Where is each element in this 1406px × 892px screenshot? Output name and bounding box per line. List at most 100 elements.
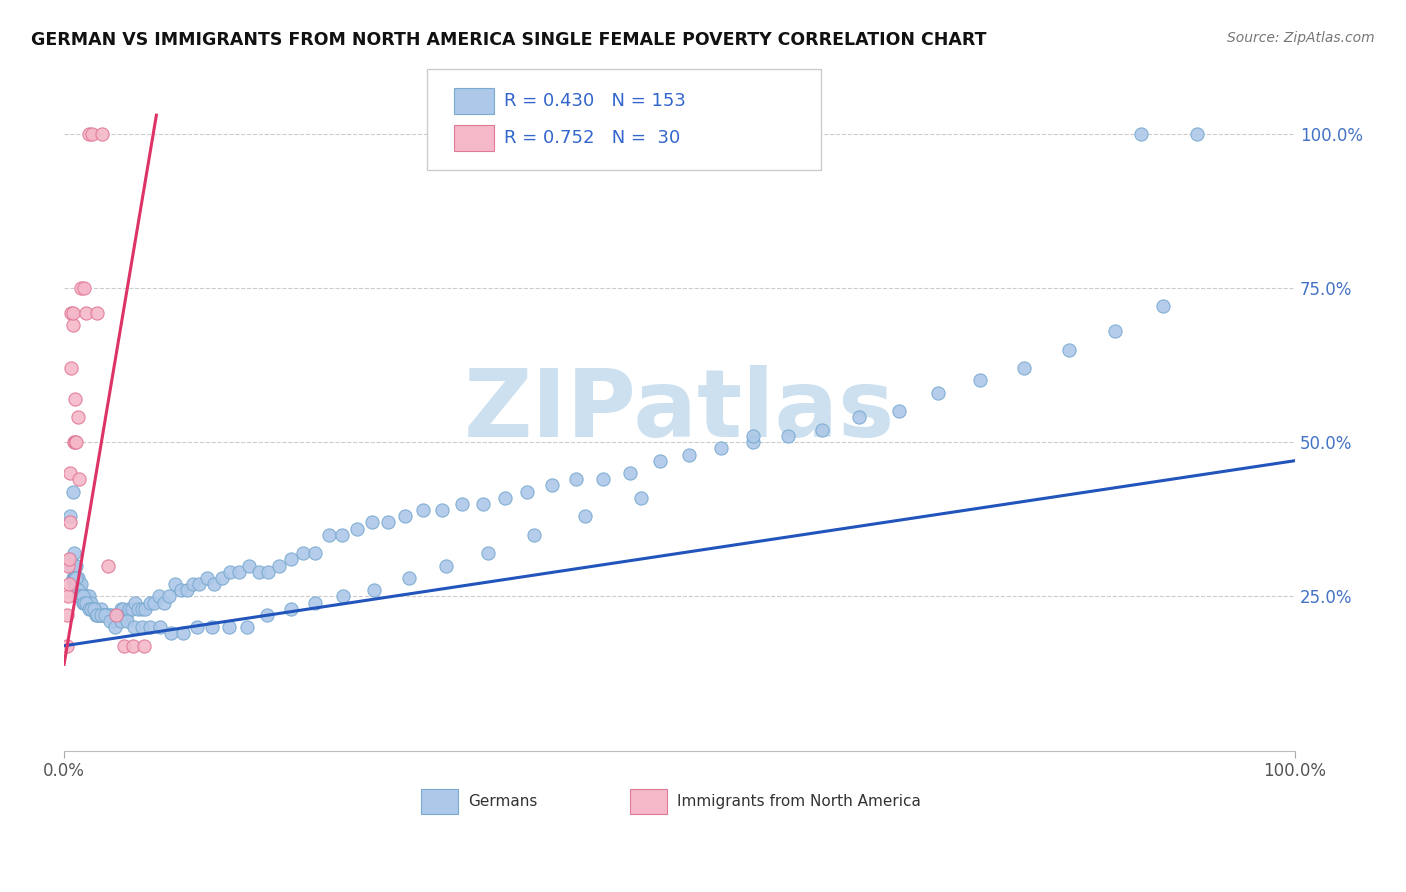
Point: [90, 601, 112, 615]
Point: [69, 590, 91, 604]
Point: [304, 596, 326, 610]
Point: [63, 577, 86, 591]
FancyBboxPatch shape: [630, 789, 668, 814]
Point: [332, 590, 354, 604]
Point: [398, 571, 420, 585]
Point: [157, 590, 180, 604]
Point: [73, 596, 96, 610]
FancyBboxPatch shape: [427, 69, 821, 170]
Point: [67, 472, 90, 486]
Point: [186, 620, 208, 634]
Point: [77, 601, 100, 615]
Point: [59, 466, 82, 480]
Point: [104, 607, 127, 622]
Point: [450, 497, 472, 511]
Point: [131, 601, 153, 615]
Point: [60, 361, 83, 376]
Point: [59, 516, 82, 530]
Text: R = 0.430   N = 153: R = 0.430 N = 153: [503, 92, 685, 110]
Point: [257, 565, 280, 579]
Point: [516, 484, 538, 499]
Point: [1130, 127, 1153, 141]
Point: [776, 429, 799, 443]
Point: [377, 516, 399, 530]
Point: [62, 305, 84, 319]
Point: [318, 527, 340, 541]
Point: [75, 596, 97, 610]
Point: [1185, 127, 1208, 141]
Point: [139, 620, 162, 634]
Point: [59, 509, 82, 524]
Point: [66, 410, 89, 425]
Point: [93, 607, 115, 622]
Point: [60, 558, 83, 573]
Point: [86, 607, 108, 622]
Text: ZIPatlas: ZIPatlas: [464, 366, 896, 458]
Point: [114, 607, 136, 622]
Point: [73, 590, 96, 604]
Point: [72, 590, 94, 604]
Point: [112, 639, 135, 653]
Point: [494, 491, 516, 505]
Point: [118, 601, 141, 615]
FancyBboxPatch shape: [454, 125, 494, 151]
Point: [218, 620, 240, 634]
Point: [90, 607, 112, 622]
Point: [62, 484, 84, 499]
Text: Source: ZipAtlas.com: Source: ZipAtlas.com: [1227, 31, 1375, 45]
Point: [201, 620, 224, 634]
Point: [55, 607, 77, 622]
Point: [346, 522, 368, 536]
Point: [430, 503, 453, 517]
Point: [228, 565, 250, 579]
FancyBboxPatch shape: [420, 789, 458, 814]
Point: [1104, 324, 1126, 338]
Point: [73, 590, 96, 604]
Point: [330, 527, 353, 541]
Text: Immigrants from North America: Immigrants from North America: [678, 794, 921, 809]
Point: [471, 497, 494, 511]
Point: [80, 596, 103, 610]
Point: [1057, 343, 1080, 357]
Point: [96, 607, 118, 622]
Point: [62, 318, 84, 332]
Point: [134, 601, 156, 615]
Point: [112, 601, 135, 615]
Point: [412, 503, 434, 517]
Text: GERMAN VS IMMIGRANTS FROM NORTH AMERICA SINGLE FEMALE POVERTY CORRELATION CHART: GERMAN VS IMMIGRANTS FROM NORTH AMERICA …: [31, 31, 987, 49]
Point: [742, 435, 765, 450]
Point: [72, 590, 94, 604]
Point: [70, 590, 93, 604]
FancyBboxPatch shape: [454, 88, 494, 114]
Point: [195, 571, 218, 585]
Point: [104, 607, 127, 622]
Point: [70, 281, 93, 295]
Point: [592, 472, 614, 486]
Point: [56, 558, 79, 573]
Point: [65, 571, 87, 585]
Point: [86, 607, 108, 622]
Point: [211, 571, 233, 585]
Point: [80, 601, 103, 615]
Point: [77, 127, 100, 141]
Point: [83, 601, 105, 615]
Point: [93, 607, 115, 622]
Point: [131, 620, 153, 634]
Point: [103, 614, 125, 628]
Point: [83, 601, 105, 615]
Point: [565, 472, 588, 486]
Point: [280, 601, 302, 615]
Point: [363, 583, 385, 598]
Point: [678, 448, 700, 462]
Point: [574, 509, 596, 524]
Point: [73, 596, 96, 610]
Point: [65, 577, 87, 591]
Point: [63, 571, 86, 585]
Point: [170, 583, 193, 598]
Point: [75, 305, 97, 319]
Point: [848, 410, 870, 425]
Point: [73, 596, 96, 610]
Point: [160, 626, 183, 640]
Point: [103, 620, 125, 634]
Point: [304, 546, 326, 560]
